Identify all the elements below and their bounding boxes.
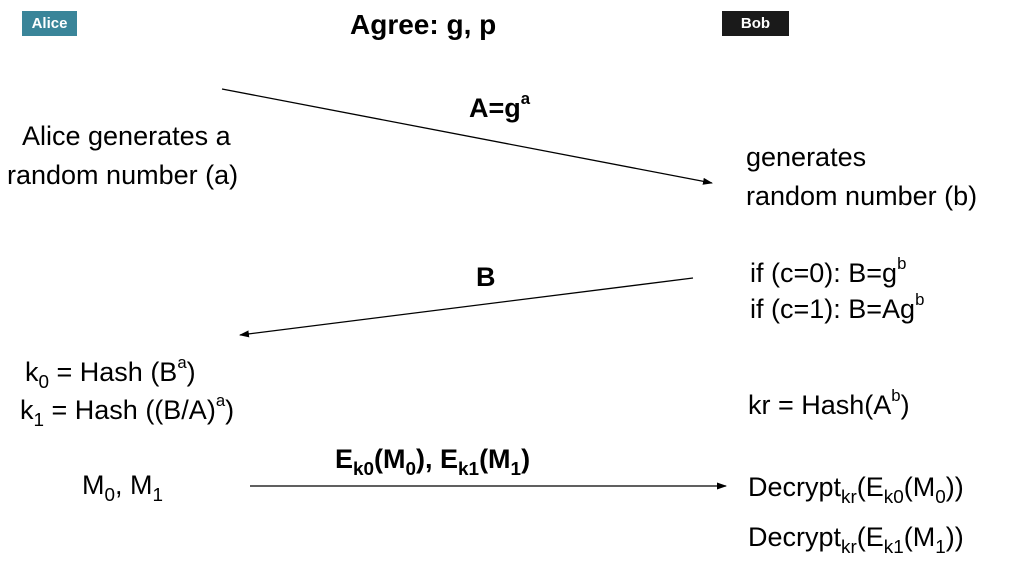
alice-badge: Alice (22, 11, 77, 36)
bob-if-c0: if (c=0): B=gb (750, 254, 907, 288)
bob-if-c1: if (c=1): B=Agb (750, 290, 925, 324)
bob-generates-line1: generates (746, 142, 867, 172)
arrow-alice-to-bob (221, 88, 713, 185)
agree-text: Agree: g, p (350, 9, 497, 40)
bob-generates-line2: random number (b) (746, 181, 978, 211)
message-A: A=ga (469, 89, 531, 123)
alice-messages: M0, M1 (82, 470, 164, 506)
bob-badge: Bob (722, 11, 789, 36)
alice-k1: k1 = Hash ((B/A)a) (20, 391, 235, 431)
bob-decrypt-0: Decryptkr(Ek0(M0)) (748, 472, 964, 508)
alice-k0: k0 = Hash (Ba) (25, 353, 196, 393)
message-ciphertexts: Ek0(M0), Ek1(M1) (335, 444, 531, 480)
arrow-bob-to-alice (239, 277, 694, 338)
bob-kr: kr = Hash(Ab) (748, 386, 910, 420)
message-B: B (476, 262, 496, 292)
alice-generates-line1: Alice generates a (22, 121, 231, 151)
bob-decrypt-1: Decryptkr(Ek1(M1)) (748, 522, 964, 558)
alice-generates-line2: random number (a) (7, 160, 239, 190)
